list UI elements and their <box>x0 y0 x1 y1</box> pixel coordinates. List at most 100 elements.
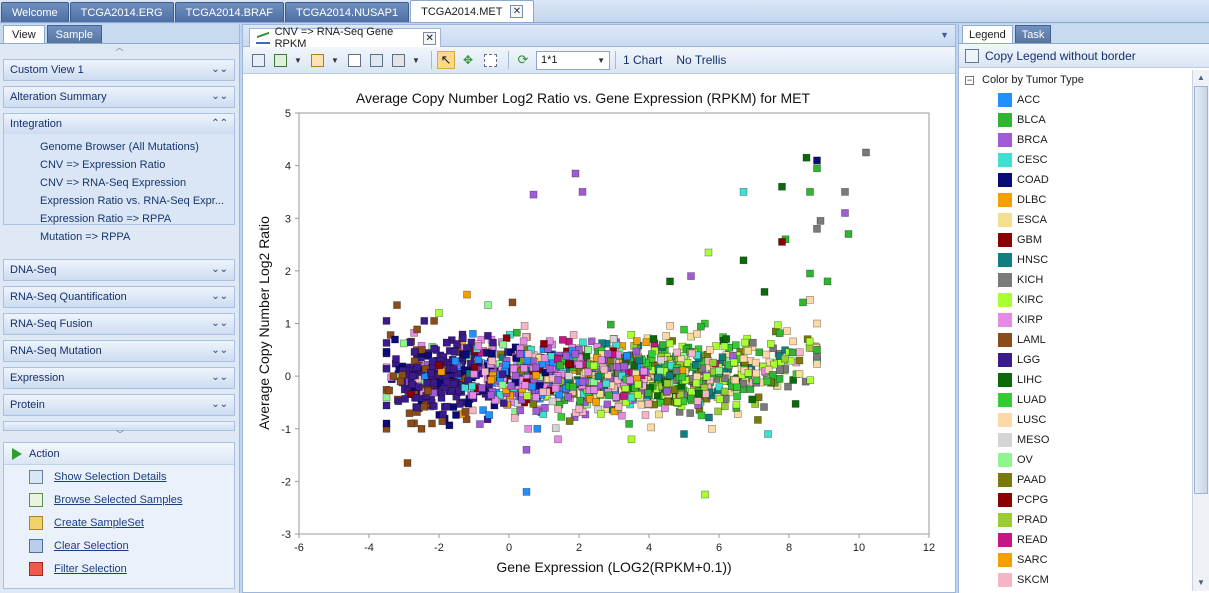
data-point[interactable] <box>712 342 720 350</box>
data-point[interactable] <box>748 395 757 404</box>
layout-select[interactable]: 1*1 ▼ <box>536 50 610 70</box>
data-point[interactable] <box>540 354 549 363</box>
data-point[interactable] <box>558 336 567 344</box>
data-point[interactable] <box>481 367 489 376</box>
data-point[interactable] <box>565 417 574 425</box>
data-point[interactable] <box>641 411 650 419</box>
data-point[interactable] <box>618 371 626 380</box>
data-point[interactable] <box>762 350 771 359</box>
data-point[interactable] <box>661 404 669 413</box>
section-rnaseq-fusion[interactable]: RNA-Seq Fusion ⌄⌄ <box>3 313 235 335</box>
data-point[interactable] <box>462 415 471 424</box>
data-point[interactable] <box>731 341 740 349</box>
close-icon[interactable]: ✕ <box>510 5 524 18</box>
data-point[interactable] <box>405 409 414 418</box>
section-alteration-summary[interactable]: Alteration Summary ⌄⌄ <box>3 86 235 108</box>
data-point[interactable] <box>720 387 729 396</box>
data-point[interactable] <box>479 406 487 414</box>
data-point[interactable] <box>403 459 412 467</box>
data-point[interactable] <box>806 376 815 385</box>
lasso-button[interactable]: ✥ <box>459 51 477 69</box>
data-point[interactable] <box>474 355 483 364</box>
data-point[interactable] <box>632 337 641 345</box>
data-point[interactable] <box>382 364 391 373</box>
data-point[interactable] <box>524 424 533 433</box>
scatter-chart[interactable]: Average Copy Number Log2 Ratio vs. Gene … <box>243 76 955 592</box>
data-point[interactable] <box>521 381 530 390</box>
data-point[interactable] <box>461 407 470 416</box>
data-point[interactable] <box>823 277 832 286</box>
legend-item[interactable]: LUSC <box>959 410 1191 430</box>
data-point[interactable] <box>529 190 538 199</box>
data-point[interactable] <box>540 339 548 348</box>
section-rnaseq-mutation[interactable]: RNA-Seq Mutation ⌄⌄ <box>3 340 235 362</box>
integration-item[interactable]: CNV => RNA-Seq Expression <box>40 177 187 189</box>
data-point[interactable] <box>741 338 749 347</box>
data-point[interactable] <box>401 395 409 403</box>
data-point[interactable] <box>739 354 748 363</box>
data-point[interactable] <box>755 348 764 357</box>
chart-settings-button[interactable] <box>249 51 267 69</box>
data-point[interactable] <box>584 367 593 376</box>
data-point[interactable] <box>407 419 415 428</box>
data-point[interactable] <box>518 396 526 404</box>
data-point[interactable] <box>816 217 825 225</box>
data-point[interactable] <box>386 331 395 339</box>
data-point[interactable] <box>485 411 493 419</box>
data-point[interactable] <box>639 367 648 376</box>
legend-item[interactable]: CESC <box>959 150 1191 170</box>
data-point[interactable] <box>606 320 615 329</box>
tab-task[interactable]: Task <box>1014 25 1052 43</box>
data-point[interactable] <box>420 402 428 411</box>
data-point[interactable] <box>693 330 701 338</box>
scroll-down-icon[interactable]: ▼ <box>1197 578 1205 587</box>
data-point[interactable] <box>637 400 646 409</box>
legend-item[interactable]: PCPG <box>959 490 1191 510</box>
data-point[interactable] <box>382 317 391 325</box>
legend-item[interactable]: PAAD <box>959 470 1191 490</box>
data-point[interactable] <box>704 248 713 257</box>
data-point[interactable] <box>799 298 807 307</box>
data-point[interactable] <box>428 357 437 366</box>
data-point[interactable] <box>691 360 700 369</box>
data-point[interactable] <box>621 384 630 393</box>
data-point[interactable] <box>658 341 667 349</box>
data-point[interactable] <box>449 403 458 411</box>
data-point[interactable] <box>469 391 477 400</box>
data-point[interactable] <box>841 188 849 196</box>
data-point[interactable] <box>539 387 547 396</box>
data-point[interactable] <box>522 488 531 496</box>
data-point[interactable] <box>795 370 804 378</box>
data-point[interactable] <box>604 349 612 358</box>
tab-legend[interactable]: Legend <box>962 25 1013 43</box>
data-point[interactable] <box>452 411 460 419</box>
data-point[interactable] <box>522 445 531 454</box>
data-point[interactable] <box>557 413 566 421</box>
data-point[interactable] <box>571 169 580 178</box>
data-point[interactable] <box>693 372 701 381</box>
data-point[interactable] <box>499 340 508 349</box>
data-point[interactable] <box>705 413 713 422</box>
show-selection-details-link[interactable]: Show Selection Details <box>4 465 234 488</box>
data-point[interactable] <box>678 372 687 381</box>
data-point[interactable] <box>633 390 642 399</box>
legend-item[interactable]: ACC <box>959 90 1191 110</box>
data-point[interactable] <box>466 359 475 368</box>
data-point[interactable] <box>474 342 483 351</box>
legend-item[interactable]: KICH <box>959 270 1191 290</box>
data-point[interactable] <box>665 339 674 348</box>
data-point[interactable] <box>413 325 421 334</box>
data-point[interactable] <box>470 370 478 378</box>
data-point[interactable] <box>564 359 573 368</box>
data-point[interactable] <box>687 272 695 280</box>
data-point[interactable] <box>862 148 870 157</box>
legend-scrollbar[interactable]: ▲ ▼ <box>1192 70 1209 591</box>
data-point[interactable] <box>418 346 426 354</box>
data-point[interactable] <box>399 339 408 348</box>
integration-item[interactable]: Genome Browser (All Mutations) <box>40 141 199 153</box>
data-point[interactable] <box>596 390 604 398</box>
chart-count-label[interactable]: 1 Chart <box>623 53 663 67</box>
data-point[interactable] <box>579 338 587 347</box>
data-point[interactable] <box>680 325 688 334</box>
data-point[interactable] <box>731 376 740 385</box>
